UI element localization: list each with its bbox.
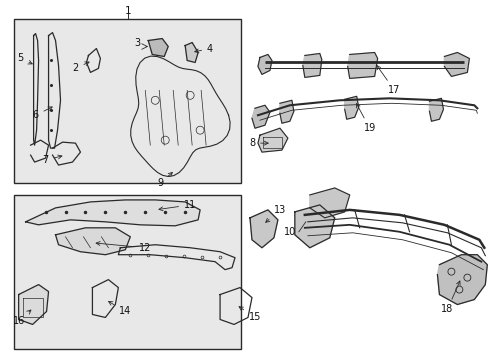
Text: 17: 17: [377, 66, 401, 95]
Text: 19: 19: [356, 104, 376, 133]
Text: 8: 8: [249, 138, 268, 148]
Text: 1: 1: [125, 6, 132, 15]
Polygon shape: [258, 54, 272, 75]
Text: 5: 5: [18, 54, 32, 64]
Polygon shape: [295, 205, 335, 248]
Polygon shape: [280, 100, 294, 123]
Polygon shape: [444, 53, 469, 76]
Polygon shape: [250, 210, 278, 248]
Text: 4: 4: [195, 44, 213, 54]
Polygon shape: [345, 96, 359, 119]
Text: 14: 14: [109, 301, 131, 316]
Polygon shape: [55, 228, 130, 255]
Polygon shape: [429, 98, 443, 121]
Text: 6: 6: [32, 107, 52, 120]
Bar: [14, 19, 241, 183]
Bar: [14, 195, 241, 349]
Text: 9: 9: [157, 172, 172, 188]
Text: 18: 18: [441, 281, 460, 315]
Polygon shape: [252, 105, 270, 128]
Polygon shape: [310, 188, 350, 218]
Text: 15: 15: [239, 307, 261, 323]
Text: 2: 2: [73, 62, 89, 73]
Text: 11: 11: [159, 200, 196, 211]
Text: 13: 13: [266, 205, 286, 222]
Polygon shape: [185, 42, 198, 62]
Text: 3: 3: [134, 37, 140, 48]
Polygon shape: [438, 255, 488, 305]
Text: 7: 7: [43, 155, 62, 165]
Polygon shape: [19, 285, 49, 324]
Polygon shape: [258, 128, 288, 152]
Polygon shape: [148, 39, 168, 57]
Text: 16: 16: [13, 310, 31, 327]
Text: 10: 10: [284, 227, 296, 237]
Text: 12: 12: [96, 242, 151, 253]
Polygon shape: [303, 54, 322, 77]
Polygon shape: [348, 53, 378, 78]
Polygon shape: [25, 200, 200, 226]
